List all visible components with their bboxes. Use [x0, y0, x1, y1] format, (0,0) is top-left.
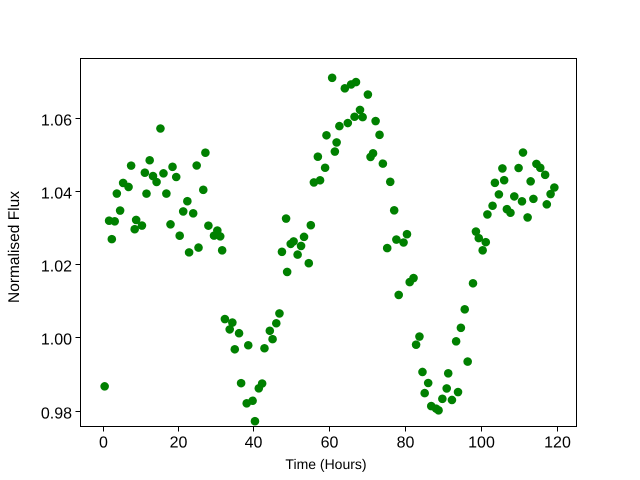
svg-text:120: 120 — [544, 435, 571, 452]
svg-text:Time (Hours): Time (Hours) — [285, 456, 366, 472]
svg-text:0: 0 — [99, 435, 108, 452]
svg-text:Normalised Flux: Normalised Flux — [6, 191, 23, 303]
svg-text:100: 100 — [468, 435, 495, 452]
svg-text:1.00: 1.00 — [41, 332, 72, 349]
svg-text:40: 40 — [245, 435, 263, 452]
svg-text:60: 60 — [321, 435, 339, 452]
svg-text:1.04: 1.04 — [41, 186, 72, 203]
svg-text:80: 80 — [397, 435, 415, 452]
svg-text:1.06: 1.06 — [41, 113, 72, 130]
svg-text:20: 20 — [170, 435, 188, 452]
svg-text:1.02: 1.02 — [41, 259, 72, 276]
svg-text:0.98: 0.98 — [41, 406, 72, 423]
